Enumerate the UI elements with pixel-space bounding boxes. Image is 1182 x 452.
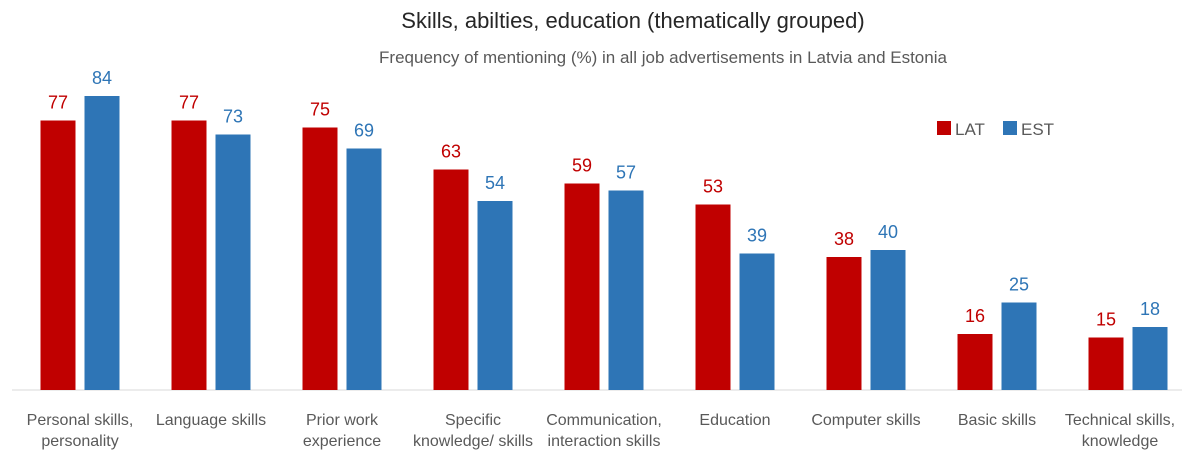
data-label-lat-4: 59 (572, 156, 592, 176)
category-labels-group: Personal skills, personality Language skil… (27, 412, 1175, 450)
data-label-lat-7: 16 (965, 306, 985, 326)
data-label-lat-2: 75 (310, 100, 330, 120)
category-label-4: Communication, interaction skills (546, 412, 662, 450)
chart-title: Skills, abilties, education (thematicall… (401, 8, 864, 33)
bar-est-8 (1132, 327, 1168, 390)
bar-lat-1 (171, 120, 207, 390)
category-label-2: Prior work experience (303, 412, 381, 450)
bar-est-7 (1001, 302, 1037, 390)
category-label-1: Language skills (156, 412, 266, 429)
data-label-est-2: 69 (354, 121, 374, 141)
legend: LAT EST (937, 120, 1054, 139)
data-label-est-1: 73 (223, 107, 243, 127)
chart-subtitle: Frequency of mentioning (%) in all job a… (379, 48, 947, 67)
bar-est-1 (215, 134, 251, 390)
data-label-lat-5: 53 (703, 177, 723, 197)
bar-lat-7 (957, 334, 993, 390)
data-label-lat-6: 38 (834, 229, 854, 249)
bar-lat-8 (1088, 337, 1124, 390)
bars-group (40, 96, 1168, 390)
data-label-est-0: 84 (92, 68, 112, 88)
data-label-est-6: 40 (878, 222, 898, 242)
data-label-lat-1: 77 (179, 93, 199, 113)
category-label-5: Education (699, 412, 770, 429)
data-label-est-7: 25 (1009, 275, 1029, 295)
category-label-6: Computer skills (811, 412, 920, 429)
bar-lat-6 (826, 257, 862, 390)
bar-est-2 (346, 148, 382, 390)
bar-est-0 (84, 96, 120, 390)
data-label-est-3: 54 (485, 173, 505, 193)
data-label-lat-0: 77 (48, 93, 68, 113)
bar-est-3 (477, 201, 513, 390)
category-label-8: Technical skills, knowledge (1065, 412, 1175, 450)
data-label-est-5: 39 (747, 226, 767, 246)
category-label-7: Basic skills (958, 412, 1036, 429)
data-label-est-4: 57 (616, 163, 636, 183)
bar-lat-0 (40, 120, 76, 390)
data-label-lat-8: 15 (1096, 310, 1116, 330)
bar-lat-5 (695, 204, 731, 390)
data-labels-group: 77 84 77 73 75 69 63 54 59 57 53 39 38 40 16 25 15 18 (48, 68, 1160, 330)
legend-swatch-est (1003, 121, 1017, 135)
category-label-3: Specific knowledge/ skills (413, 412, 533, 450)
bar-est-5 (739, 253, 775, 390)
legend-label-lat: LAT (955, 120, 985, 139)
bar-lat-4 (564, 183, 600, 390)
category-label-0: Personal skills, personality (27, 412, 134, 450)
bar-est-6 (870, 250, 906, 390)
bar-est-4 (608, 190, 644, 390)
legend-label-est: EST (1021, 120, 1054, 139)
data-label-est-8: 18 (1140, 299, 1160, 319)
data-label-lat-3: 63 (441, 142, 461, 162)
bar-lat-3 (433, 169, 469, 390)
bar-lat-2 (302, 127, 338, 390)
legend-swatch-lat (937, 121, 951, 135)
